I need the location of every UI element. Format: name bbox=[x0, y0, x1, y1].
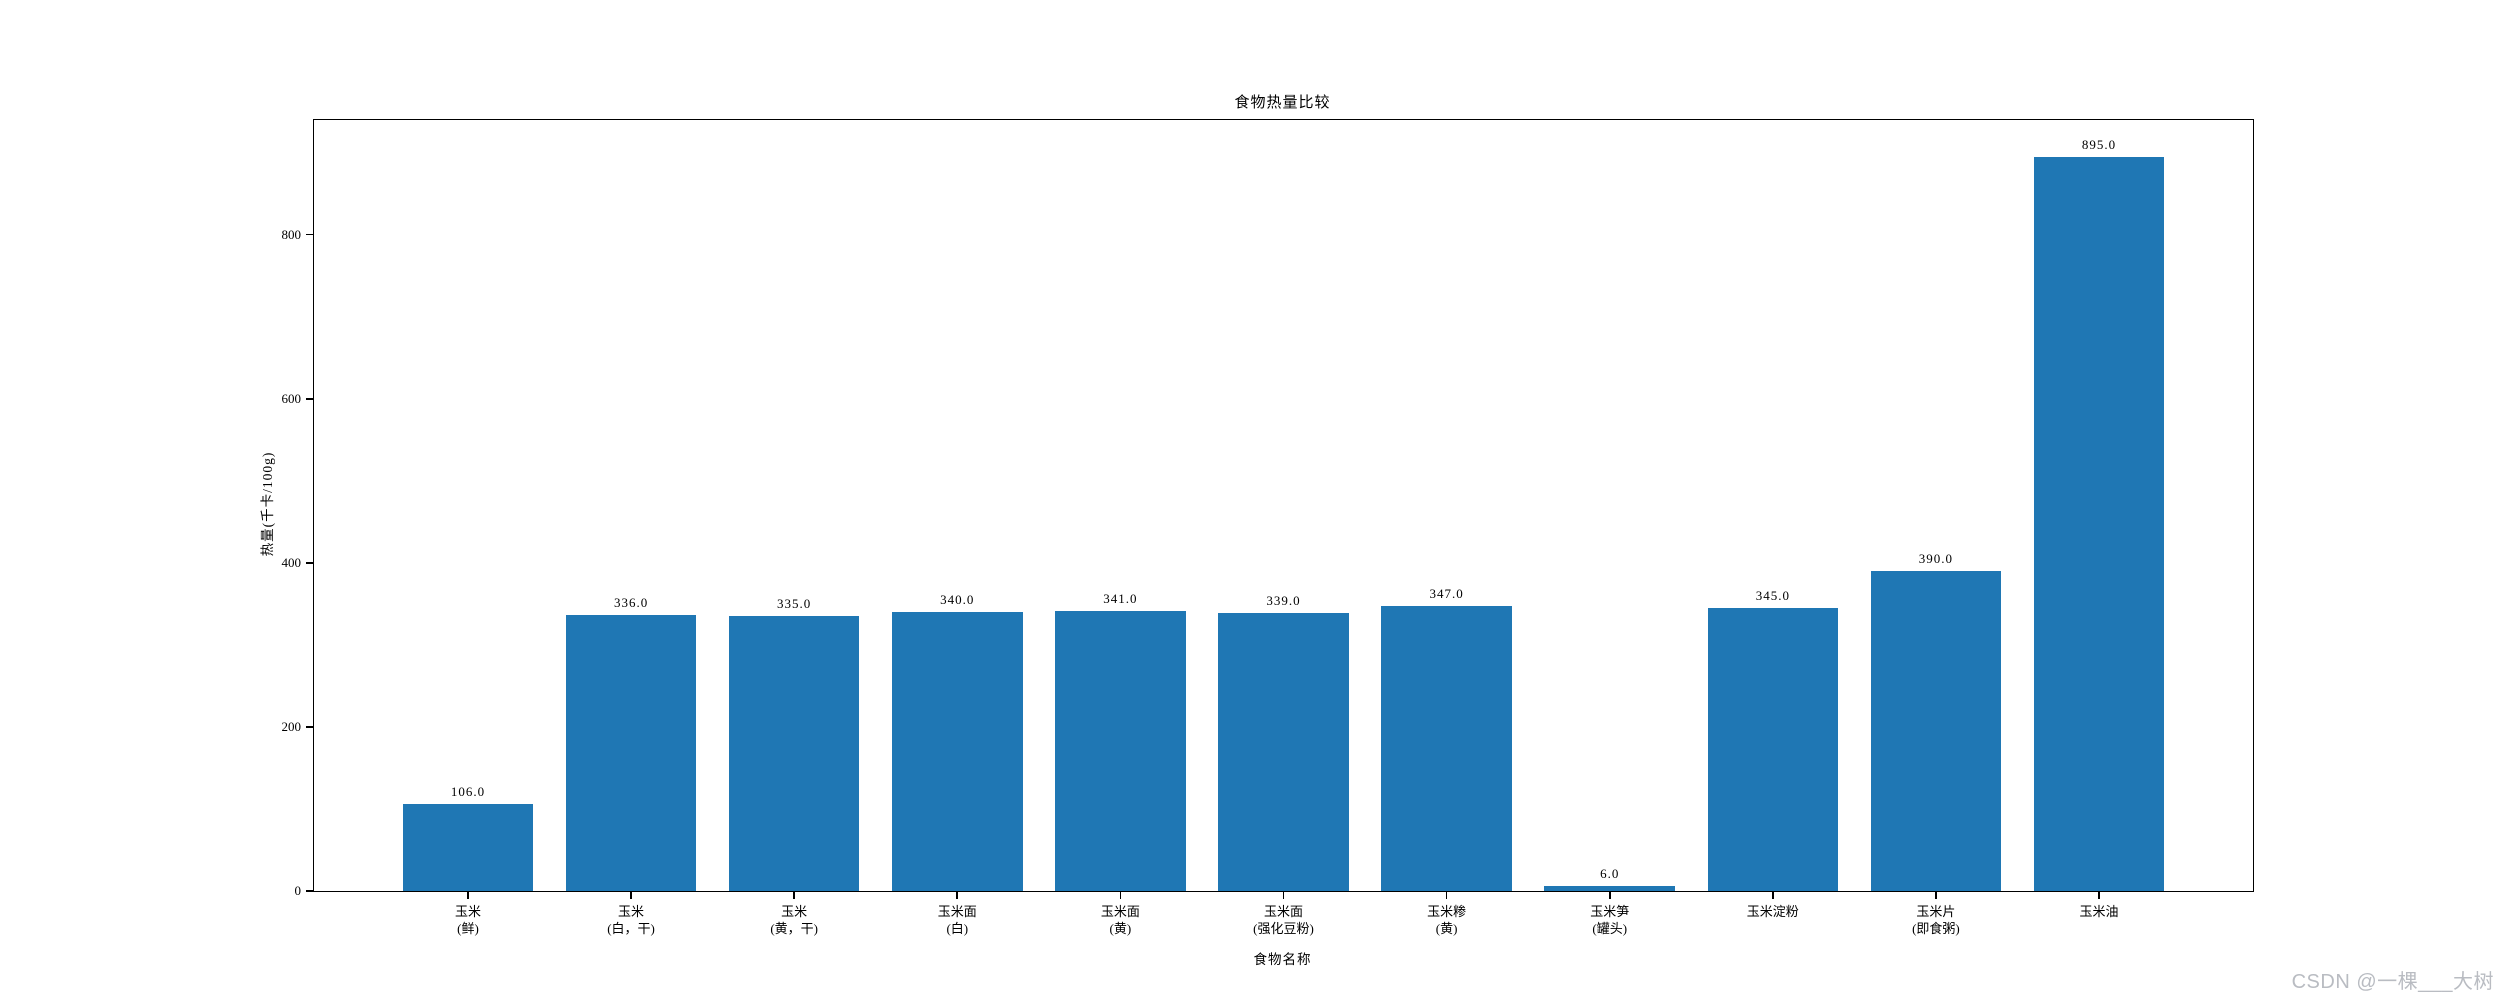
bar bbox=[1055, 611, 1186, 891]
y-tick-mark bbox=[306, 890, 314, 892]
x-tick-label: 玉米 (白，干) bbox=[607, 904, 655, 936]
bar bbox=[1544, 886, 1675, 891]
x-tick-mark bbox=[793, 891, 795, 899]
x-tick-mark bbox=[2098, 891, 2100, 899]
x-tick-mark bbox=[956, 891, 959, 899]
x-tick-label: 玉米 (黄，干) bbox=[770, 904, 818, 936]
x-tick-mark bbox=[1445, 891, 1448, 899]
bar bbox=[1381, 606, 1512, 891]
bar-value-label: 339.0 bbox=[1266, 592, 1301, 608]
bar bbox=[1707, 607, 1839, 891]
bar bbox=[728, 616, 860, 891]
bar-value-label: 347.0 bbox=[1429, 586, 1464, 602]
y-tick-mark bbox=[306, 397, 314, 400]
x-tick-label: 玉米油 bbox=[2079, 904, 2119, 919]
x-tick-mark bbox=[1935, 891, 1937, 899]
bar-value-label: 335.0 bbox=[777, 596, 812, 612]
bar bbox=[1218, 612, 1349, 891]
y-tick-label: 600 bbox=[281, 390, 302, 406]
y-tick-label: 800 bbox=[281, 226, 302, 242]
bar-value-label: 6.0 bbox=[1600, 866, 1620, 882]
x-tick-mark bbox=[630, 891, 632, 899]
y-tick-mark bbox=[306, 726, 314, 728]
bar bbox=[402, 804, 534, 891]
y-tick-label: 200 bbox=[281, 718, 302, 734]
chart-title: 食物热量比较 bbox=[1234, 95, 1331, 111]
bar bbox=[1870, 571, 2002, 891]
x-tick-label: 玉米面 (白) bbox=[937, 904, 977, 936]
x-tick-label: 玉米面 (黄) bbox=[1100, 904, 1140, 936]
watermark: CSDN @一棵___大树 bbox=[2291, 971, 2494, 993]
bar-value-label: 390.0 bbox=[1918, 551, 1954, 567]
x-tick-label: 玉米片 (即食粥) bbox=[1912, 904, 1960, 936]
y-tick-label: 0 bbox=[294, 883, 302, 898]
x-tick-label: 玉米 (鲜) bbox=[454, 904, 481, 936]
x-tick-label: 玉米淀粉 bbox=[1746, 904, 1799, 919]
x-tick-mark bbox=[467, 891, 469, 899]
bar-value-label: 341.0 bbox=[1103, 591, 1138, 607]
bar bbox=[892, 612, 1023, 891]
bar-value-label: 336.0 bbox=[613, 595, 649, 611]
bar-value-label: 345.0 bbox=[1755, 587, 1790, 603]
x-tick-mark bbox=[1608, 891, 1611, 899]
x-tick-label: 玉米面 (强化豆粉) bbox=[1253, 904, 1314, 936]
x-tick-mark bbox=[1282, 891, 1285, 899]
x-tick-label: 玉米糁 (黄) bbox=[1427, 904, 1467, 936]
y-axis-label: 热量(千卡/100g) bbox=[260, 451, 275, 557]
bar bbox=[565, 615, 697, 891]
x-tick-label: 玉米笋 (罐头) bbox=[1590, 904, 1630, 936]
x-tick-mark bbox=[1119, 891, 1122, 899]
bar-value-label: 895.0 bbox=[2081, 136, 2117, 152]
x-tick-mark bbox=[1772, 891, 1774, 899]
bar bbox=[2033, 156, 2165, 891]
plot-area: 106.0 玉米 (鲜) 336.0 玉米 (白，干) 335.0 玉米 (黄，干) 340… bbox=[282, 119, 2254, 936]
x-axis-label: 食物名称 bbox=[1253, 952, 1312, 967]
y-tick-mark bbox=[306, 233, 314, 236]
bar-value-label: 340.0 bbox=[940, 592, 975, 608]
bar-value-label: 106.0 bbox=[450, 784, 486, 800]
y-tick-mark bbox=[306, 562, 314, 564]
y-tick-label: 400 bbox=[281, 554, 302, 570]
